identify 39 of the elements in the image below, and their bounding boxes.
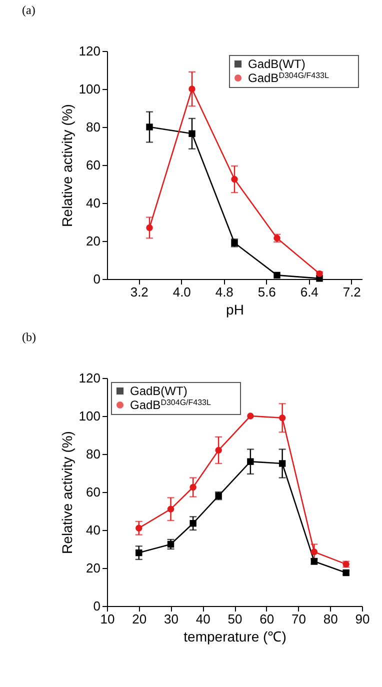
y-tick-label: 0 bbox=[93, 598, 100, 614]
y-tick-label: 20 bbox=[86, 234, 100, 248]
x-tick-label: 30 bbox=[164, 612, 178, 626]
y-tick-label: 40 bbox=[86, 522, 100, 538]
y-tick-label: 0 bbox=[93, 272, 100, 286]
x-tick-label: 4.0 bbox=[172, 284, 191, 300]
chart-title: (b) bbox=[22, 330, 36, 344]
x-tick-label: 7.2 bbox=[342, 284, 361, 300]
x-tick-label: 60 bbox=[260, 612, 274, 626]
y-tick-label: 60 bbox=[86, 484, 100, 500]
legend-label: GadB$^{D304G/F433L}$ bbox=[130, 398, 212, 412]
legend-label: GadB(WT) bbox=[130, 384, 188, 398]
y-tick-label: 120 bbox=[78, 370, 100, 386]
y-tick-label: 100 bbox=[78, 408, 100, 424]
x-tick-label: 80 bbox=[323, 612, 338, 626]
x-tick-label: 50 bbox=[228, 612, 242, 626]
y-tick-label: 60 bbox=[86, 158, 100, 172]
y-tick-label: 100 bbox=[78, 82, 100, 96]
x-axis-title: pH bbox=[226, 302, 244, 318]
x-tick-label: 70 bbox=[292, 612, 306, 626]
y-tick-label: 20 bbox=[86, 560, 100, 576]
x-tick-label: 10 bbox=[100, 612, 115, 626]
x-tick-label: 40 bbox=[196, 612, 210, 626]
x-tick-label: 3.2 bbox=[130, 284, 148, 300]
x-tick-label: 20 bbox=[132, 612, 147, 626]
legend-label: GadB$^{D304G/F433L}$ bbox=[248, 70, 330, 85]
legend-label: GadB(WT) bbox=[248, 57, 306, 71]
y-tick-label: 120 bbox=[78, 44, 100, 58]
y-tick-label: 40 bbox=[86, 196, 100, 210]
x-tick-label: 6.4 bbox=[300, 284, 318, 300]
x-axis-title: temperature (℃) bbox=[184, 628, 286, 644]
y-axis-title: Relative activity (%) bbox=[58, 431, 75, 554]
y-tick-label: 80 bbox=[86, 446, 100, 462]
x-tick-label: 4.8 bbox=[215, 284, 234, 300]
y-tick-label: 80 bbox=[86, 120, 100, 134]
x-tick-label: 90 bbox=[355, 612, 370, 626]
chart-title: (a) bbox=[22, 3, 36, 17]
y-axis-title: Relative activity (%) bbox=[58, 104, 75, 227]
x-tick-label: 5.6 bbox=[258, 284, 276, 300]
